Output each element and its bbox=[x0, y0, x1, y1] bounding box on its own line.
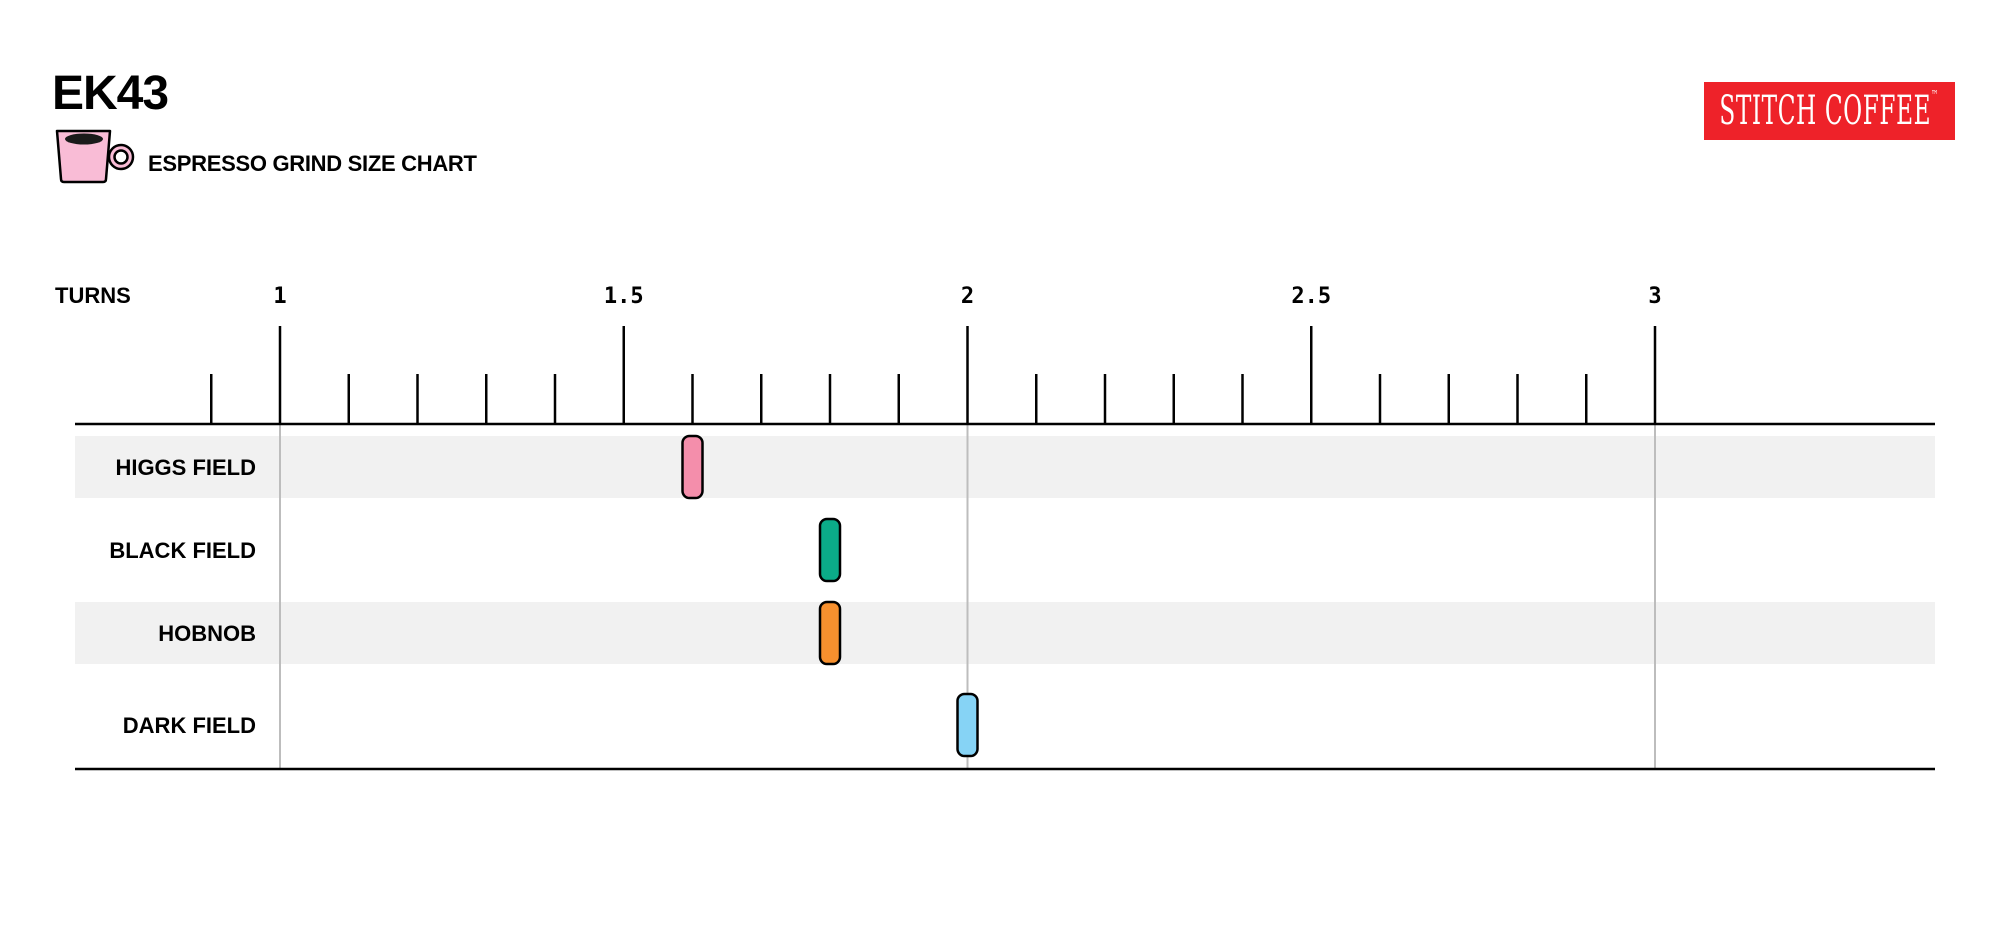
x-axis-title: TURNS bbox=[55, 283, 131, 308]
grind-marker bbox=[681, 434, 704, 500]
tick-label: 1 bbox=[273, 284, 286, 309]
espresso-cup-icon bbox=[55, 129, 135, 184]
stitch-coffee-logo: STITCH COFFEE™ bbox=[1704, 82, 1955, 140]
grind-marker bbox=[818, 600, 842, 666]
brand-logo-text: STITCH COFFEE™ bbox=[1719, 88, 1940, 134]
row-label: HIGGS FIELD bbox=[115, 455, 256, 480]
row-bands bbox=[75, 436, 1935, 664]
row-band bbox=[75, 436, 1935, 498]
chart-title: EK43 bbox=[52, 67, 169, 120]
chart-subtitle: ESPRESSO GRIND SIZE CHART bbox=[148, 151, 477, 176]
grind-marker bbox=[956, 692, 979, 758]
row-labels: HIGGS FIELD BLACK FIELD HOBNOB DARK FIELD bbox=[109, 455, 256, 738]
tick-label: 2.5 bbox=[1291, 284, 1331, 309]
row-band bbox=[75, 602, 1935, 664]
row-label: HOBNOB bbox=[158, 621, 256, 646]
trademark-symbol: ™ bbox=[1931, 88, 1940, 102]
tick-labels: 1 1.5 2 2.5 3 bbox=[273, 284, 1661, 309]
tick-label: 1.5 bbox=[604, 284, 644, 309]
row-label: DARK FIELD bbox=[123, 713, 256, 738]
row-label: BLACK FIELD bbox=[109, 538, 256, 563]
tick-label: 3 bbox=[1648, 284, 1661, 309]
grind-marker bbox=[818, 517, 842, 583]
tick-label: 2 bbox=[961, 284, 974, 309]
grind-markers bbox=[681, 434, 979, 758]
tick-marks bbox=[210, 326, 1657, 424]
brand-name: STITCH COFFEE bbox=[1719, 88, 1932, 134]
